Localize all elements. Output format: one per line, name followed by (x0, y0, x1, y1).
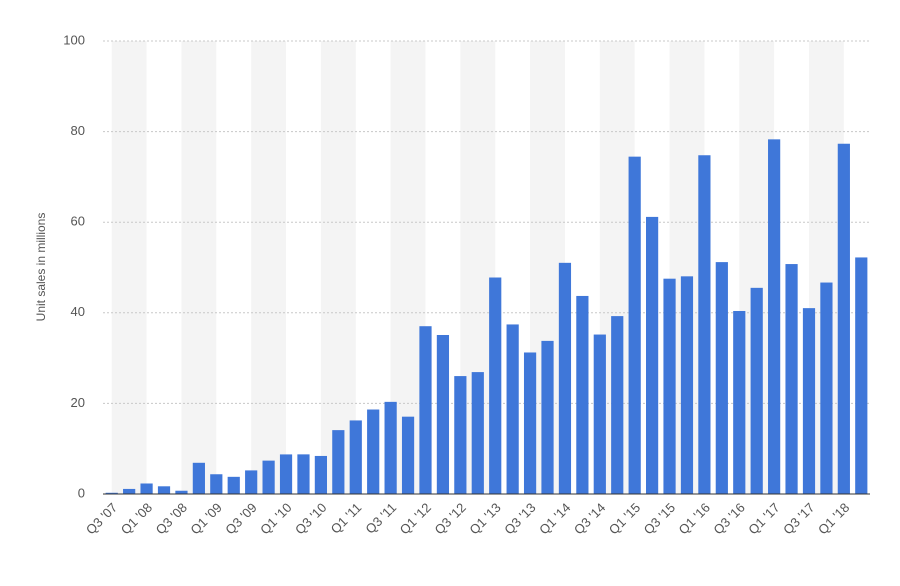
bar (175, 490, 188, 494)
bar (768, 139, 781, 494)
y-tick-label: 20 (71, 395, 85, 410)
background-stripe (181, 41, 217, 494)
x-tick-label: Q3 '16 (710, 500, 747, 537)
x-tick-label: Q3 '14 (571, 500, 608, 537)
x-tick-label: Q1 '18 (815, 500, 852, 537)
bar (140, 483, 153, 494)
bar (157, 486, 171, 494)
x-tick-label: Q3 '15 (641, 500, 678, 537)
bar (611, 316, 624, 494)
bar (332, 430, 345, 494)
bar (436, 334, 450, 494)
bar (506, 324, 519, 494)
bar (227, 476, 240, 494)
x-tick-label: Q3 '11 (362, 500, 399, 537)
bar (802, 308, 816, 494)
x-tick-label: Q3 '08 (153, 500, 190, 537)
bar (384, 401, 397, 494)
bar (245, 470, 258, 494)
bar (471, 372, 484, 494)
x-tick-label: Q1 '14 (536, 500, 573, 537)
x-tick-label: Q1 '16 (676, 500, 713, 537)
bar (210, 474, 223, 494)
x-tick-label: Q1 '09 (187, 500, 224, 537)
bar (401, 416, 415, 494)
bar (750, 287, 763, 494)
bar (192, 462, 205, 494)
bar (297, 454, 310, 494)
bar (698, 155, 711, 495)
bar (123, 488, 136, 494)
bar (593, 334, 606, 494)
bar (367, 409, 380, 494)
y-axis-label: Unit sales in millions (34, 213, 48, 322)
bar (558, 262, 572, 494)
background-stripe (111, 41, 147, 494)
bar (541, 340, 554, 494)
y-tick-label: 80 (71, 123, 85, 138)
bar (680, 276, 694, 494)
bar (646, 216, 659, 494)
x-tick-label: Q3 '07 (83, 500, 120, 537)
background-stripe (320, 41, 356, 494)
bar (262, 460, 275, 494)
bar (715, 262, 728, 494)
x-tick-label: Q3 '17 (780, 500, 817, 537)
x-tick-label: Q1 '17 (745, 500, 782, 537)
bar (454, 376, 467, 494)
bar (489, 277, 502, 494)
bar (733, 310, 746, 494)
bar (279, 454, 293, 494)
bar (837, 143, 850, 494)
bar (314, 455, 327, 494)
bar (855, 257, 868, 494)
bar (576, 295, 589, 494)
x-tick-label: Q1 '13 (466, 500, 503, 537)
y-tick-label: 100 (63, 32, 85, 47)
y-tick-label: 60 (71, 214, 85, 229)
bar (523, 352, 537, 494)
bar (820, 282, 833, 494)
x-tick-label: Q3 '13 (501, 500, 538, 537)
y-tick-label: 0 (78, 485, 85, 500)
bar (419, 326, 432, 494)
x-tick-label: Q3 '12 (431, 500, 468, 537)
bar (349, 420, 362, 494)
x-tick-label: Q1 '12 (397, 500, 434, 537)
y-tick-label: 40 (71, 304, 85, 319)
background-stripe (251, 41, 287, 494)
bar (785, 264, 798, 494)
x-tick-label: Q3 '10 (292, 500, 329, 537)
x-tick-label: Q1 '11 (328, 500, 365, 537)
x-tick-label: Q1 '10 (257, 500, 294, 537)
x-tick-label: Q1 '15 (606, 500, 643, 537)
x-tick-label: Q1 '08 (118, 500, 155, 537)
bar (105, 492, 118, 494)
bar (628, 156, 641, 495)
bar (663, 278, 676, 494)
x-tick-label: Q3 '09 (222, 500, 259, 537)
